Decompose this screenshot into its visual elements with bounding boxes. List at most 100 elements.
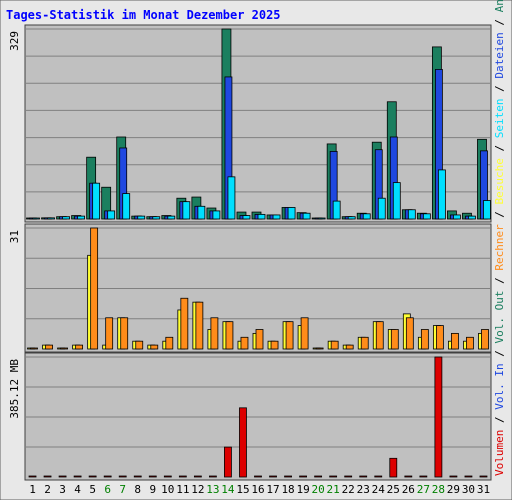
- middle-bar-rechner-day-20: [315, 347, 324, 350]
- bottom-bar-volumen-day-8: [133, 475, 142, 478]
- x-tick-label-19: 19: [296, 483, 309, 496]
- top-bar-seiten-day-19: [302, 212, 311, 220]
- top-bar-seiten-day-22: [347, 216, 356, 220]
- bottom-bar-volumen-day-11: [178, 475, 187, 478]
- middle-bar-rechner-day-5: [90, 227, 99, 350]
- middle-bar-rechner-day-18: [285, 321, 294, 350]
- bottom-bar-volumen-day-19: [299, 475, 307, 478]
- bottom-y-max-label: 385.12 MB: [8, 359, 21, 419]
- x-tick-label-7: 7: [119, 483, 126, 496]
- bottom-bar-volumen-day-27: [419, 475, 428, 478]
- top-bar-seiten-day-25: [392, 182, 401, 220]
- bottom-bar-volumen-day-6: [103, 475, 112, 478]
- x-tick-label-3: 3: [59, 483, 66, 496]
- bottom-bar-volumen-day-5: [88, 475, 97, 478]
- top-bar-seiten-day-31: [483, 200, 491, 220]
- chart-title: Tages-Statistik im Monat Dezember 2025: [6, 8, 281, 22]
- chart-panels: 329 31 385.12 MB: [8, 24, 492, 481]
- bottom-bar-volumen-day-31: [479, 475, 488, 478]
- bottom-bar-volumen-day-7: [118, 475, 127, 478]
- x-tick-label-9: 9: [149, 483, 156, 496]
- top-bar-seiten-day-14: [227, 176, 236, 220]
- bottom-bar-volumen-day-10: [163, 475, 172, 478]
- x-tick-label-22: 22: [342, 483, 355, 496]
- top-bar-seiten-day-4: [77, 215, 86, 220]
- x-tick-label-24: 24: [372, 483, 386, 496]
- legend-side-labels: Volumen / Vol. In / Vol. Out / Rechner /…: [493, 0, 506, 476]
- middle-bar-rechner-day-8: [135, 340, 144, 350]
- bottom-bar-volumen-day-4: [73, 475, 82, 478]
- bottom-bar-volumen-day-26: [404, 475, 413, 478]
- middle-bar-rechner-day-25: [390, 329, 399, 350]
- middle-bar-rechner-day-1: [30, 347, 38, 350]
- middle-y-max-label: 31: [8, 230, 21, 243]
- middle-bar-rechner-day-6: [105, 317, 114, 350]
- top-bar-seiten-day-26: [407, 209, 416, 220]
- middle-bar-rechner-day-31: [481, 329, 489, 350]
- x-tick-label-17: 17: [266, 483, 279, 496]
- top-bar-seiten-day-5: [92, 182, 101, 220]
- bottom-bar-volumen-day-30: [464, 475, 473, 478]
- x-axis-day-labels: 1 2 3 4 5 6 7 8 9 10 11 12 13 14 15 16 17 18 19 20 21 22 23 24 2…: [29, 483, 490, 496]
- x-tick-label-16: 16: [251, 483, 264, 496]
- x-tick-label-10: 10: [161, 483, 174, 496]
- top-bar-seiten-day-18: [287, 207, 296, 220]
- middle-bar-rechner-day-28: [435, 325, 444, 350]
- bottom-bar-volumen-day-28: [434, 356, 443, 478]
- top-bar-seiten-day-3: [62, 216, 70, 220]
- top-bar-seiten-day-30: [468, 215, 476, 220]
- middle-bar-rechner-day-11: [180, 297, 189, 350]
- top-bar-seiten-day-17: [272, 214, 281, 220]
- middle-bar-rechner-day-22: [345, 344, 354, 350]
- x-tick-label-1: 1: [29, 483, 36, 496]
- top-bar-seiten-day-15: [242, 215, 251, 220]
- middle-bar-rechner-day-9: [150, 344, 159, 350]
- x-tick-label-15: 15: [236, 483, 249, 496]
- x-tick-label-14: 14: [221, 483, 235, 496]
- x-tick-label-27: 27: [417, 483, 430, 496]
- x-tick-label-20: 20: [312, 483, 325, 496]
- middle-bar-rechner-day-29: [451, 332, 459, 350]
- top-bar-seiten-day-11: [182, 201, 191, 220]
- bottom-bar-volumen-day-17: [269, 475, 277, 478]
- top-bar-seiten-day-16: [257, 213, 266, 220]
- top-bar-seiten-day-2: [47, 217, 55, 220]
- top-y-max-label: 329: [8, 31, 21, 51]
- x-tick-label-8: 8: [134, 483, 141, 496]
- top-bar-seiten-day-21: [332, 200, 341, 220]
- middle-bar-rechner-day-14: [225, 321, 234, 350]
- x-tick-label-12: 12: [191, 483, 204, 496]
- top-bar-seiten-day-10: [167, 215, 176, 220]
- middle-bar-rechner-day-26: [405, 317, 414, 350]
- bottom-bar-volumen-day-29: [449, 475, 458, 478]
- bottom-bar-volumen-day-21: [329, 475, 338, 478]
- bottom-bar-volumen-day-22: [344, 475, 353, 478]
- bottom-bar-volumen-day-20: [314, 475, 323, 478]
- x-tick-label-23: 23: [357, 483, 370, 496]
- bottom-bar-volumen-day-23: [359, 475, 368, 478]
- x-tick-label-31: 31: [477, 483, 490, 496]
- x-tick-label-29: 29: [447, 483, 460, 496]
- middle-bar-rechner-day-16: [255, 329, 264, 350]
- middle-bar-rechner-day-2: [45, 344, 53, 350]
- x-tick-label-18: 18: [281, 483, 294, 496]
- middle-bar-rechner-day-23: [360, 336, 369, 350]
- middle-bar-rechner-day-24: [375, 321, 384, 350]
- x-tick-label-21: 21: [327, 483, 340, 496]
- bottom-bar-volumen-day-24: [374, 475, 383, 478]
- middle-bar-rechner-day-7: [120, 317, 129, 350]
- top-bar-seiten-day-27: [422, 213, 431, 220]
- top-bar-seiten-day-1: [32, 217, 40, 220]
- x-tick-label-28: 28: [432, 483, 445, 496]
- bottom-bar-volumen-day-13: [209, 475, 217, 478]
- top-bar-seiten-day-9: [152, 216, 161, 220]
- top-bar-seiten-day-24: [377, 197, 386, 220]
- middle-panel: 31: [8, 223, 492, 353]
- middle-bar-rechner-day-13: [210, 317, 219, 350]
- middle-bar-rechner-day-19: [300, 317, 309, 350]
- bottom-bar-volumen-day-25: [389, 457, 398, 478]
- middle-bar-rechner-day-15: [240, 336, 249, 350]
- top-bar-seiten-day-6: [107, 210, 116, 220]
- bottom-bar-volumen-day-1: [28, 475, 37, 478]
